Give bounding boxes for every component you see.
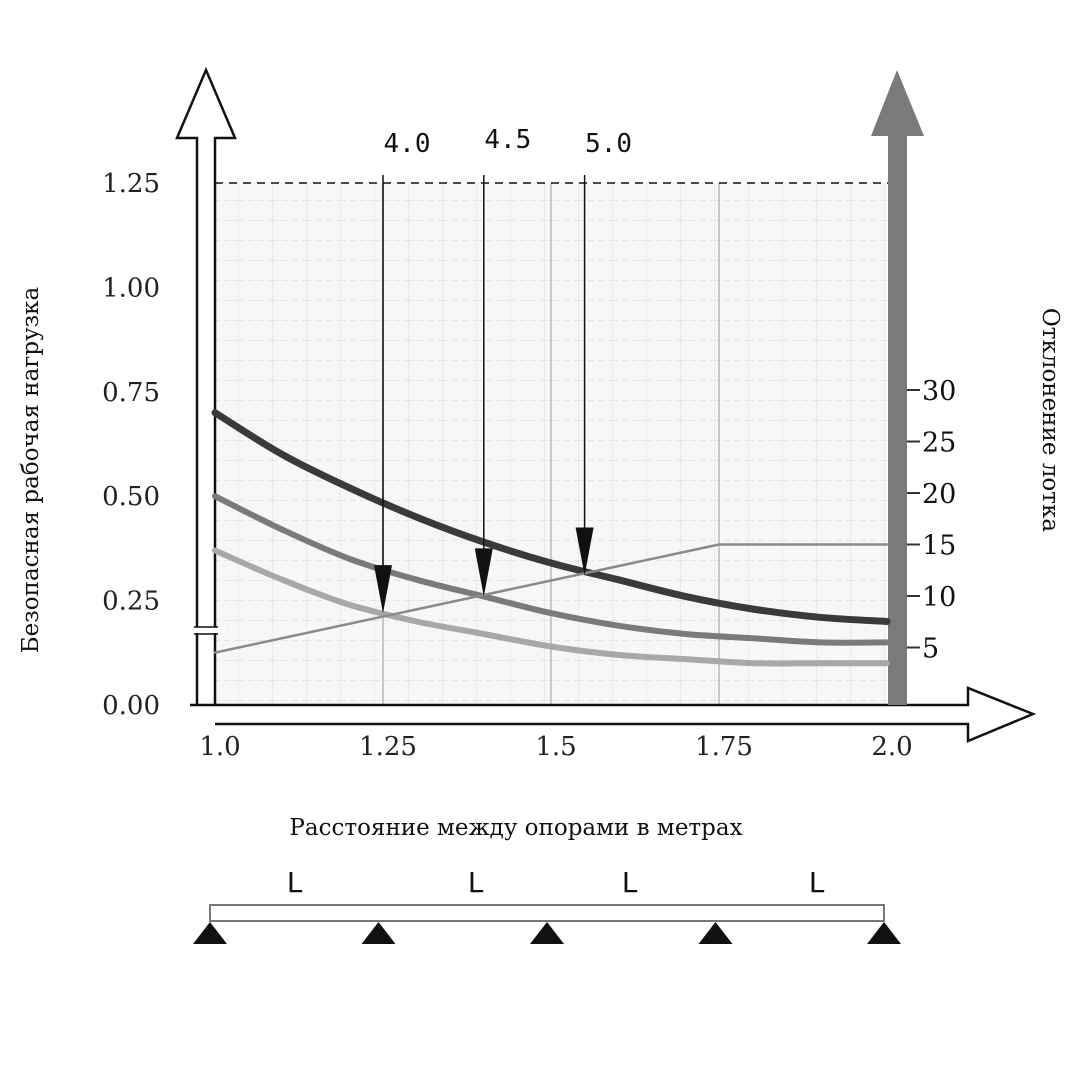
- annotation-layer: 4.0 4.5 5.0: [374, 125, 632, 614]
- y2-tick-label-3: 20: [922, 479, 956, 510]
- y2-tick-label-4: 25: [922, 428, 956, 459]
- x-axis-arrow: [215, 686, 1037, 743]
- series-line-0: [211, 409, 891, 625]
- annotation-arrowhead-1: [474, 548, 493, 597]
- x-tick-label-0: 1.0: [199, 732, 240, 762]
- y-tick-label-3: 0.75: [102, 378, 160, 408]
- annotation-label-2: 5.0: [585, 129, 632, 159]
- y2-axis-arrow: [871, 70, 924, 705]
- annotation-label-1: 4.5: [484, 125, 531, 155]
- series-line-1: [212, 493, 890, 646]
- y2-tick-label-5: 30: [922, 376, 956, 407]
- x-axis-title: Расстояние между опорами в метрах: [289, 815, 742, 841]
- support-triangle-0: [193, 922, 227, 944]
- y-tick-label-0: 0.00: [102, 691, 160, 721]
- y2-ticks: 5 10 15 20 25 30: [907, 376, 956, 665]
- x-ticks: 1.0 1.25 1.5 1.75 2.0: [199, 732, 912, 762]
- span-label-0: L: [287, 866, 304, 899]
- span-label-1: L: [468, 866, 485, 899]
- annotation-label-0: 4.0: [384, 129, 431, 159]
- annotation-arrowhead-2: [575, 527, 594, 576]
- support-triangle-4: [867, 922, 901, 944]
- support-triangle-1: [361, 922, 396, 944]
- x-tick-label-3: 1.75: [695, 732, 753, 762]
- y-tick-label-5: 1.25: [102, 169, 160, 199]
- y-tick-label-4: 1.00: [102, 273, 160, 303]
- y2-tick-label-0: 5: [922, 634, 939, 665]
- x-tick-label-2: 1.5: [535, 732, 576, 762]
- y-axis-title: Безопасная рабочая нагрузка: [18, 286, 44, 653]
- support-triangle-3: [698, 922, 733, 944]
- y-axis-arrow: [175, 66, 237, 705]
- x-tick-label-1: 1.25: [359, 732, 417, 762]
- y-tick-label-2: 0.50: [102, 482, 160, 512]
- y2-tick-label-2: 15: [922, 531, 956, 562]
- beam: [209, 904, 885, 922]
- series-line-3: [213, 543, 889, 654]
- series-layer: [211, 409, 891, 667]
- series-line-2: [212, 547, 890, 667]
- span-label-3: L: [809, 866, 826, 899]
- y2-tick-label-1: 10: [922, 582, 956, 613]
- supports: [193, 922, 901, 944]
- y2-axis-title: Отклонение лотка: [1037, 308, 1063, 532]
- support-triangle-2: [530, 922, 564, 944]
- x-tick-label-4: 2.0: [871, 732, 912, 762]
- span-label-2: L: [622, 866, 639, 899]
- y-tick-label-1: 0.25: [102, 587, 160, 617]
- annotation-arrowhead-0: [374, 565, 392, 614]
- y-ticks: 0.00 0.25 0.50 0.75 1.00 1.25: [102, 169, 160, 721]
